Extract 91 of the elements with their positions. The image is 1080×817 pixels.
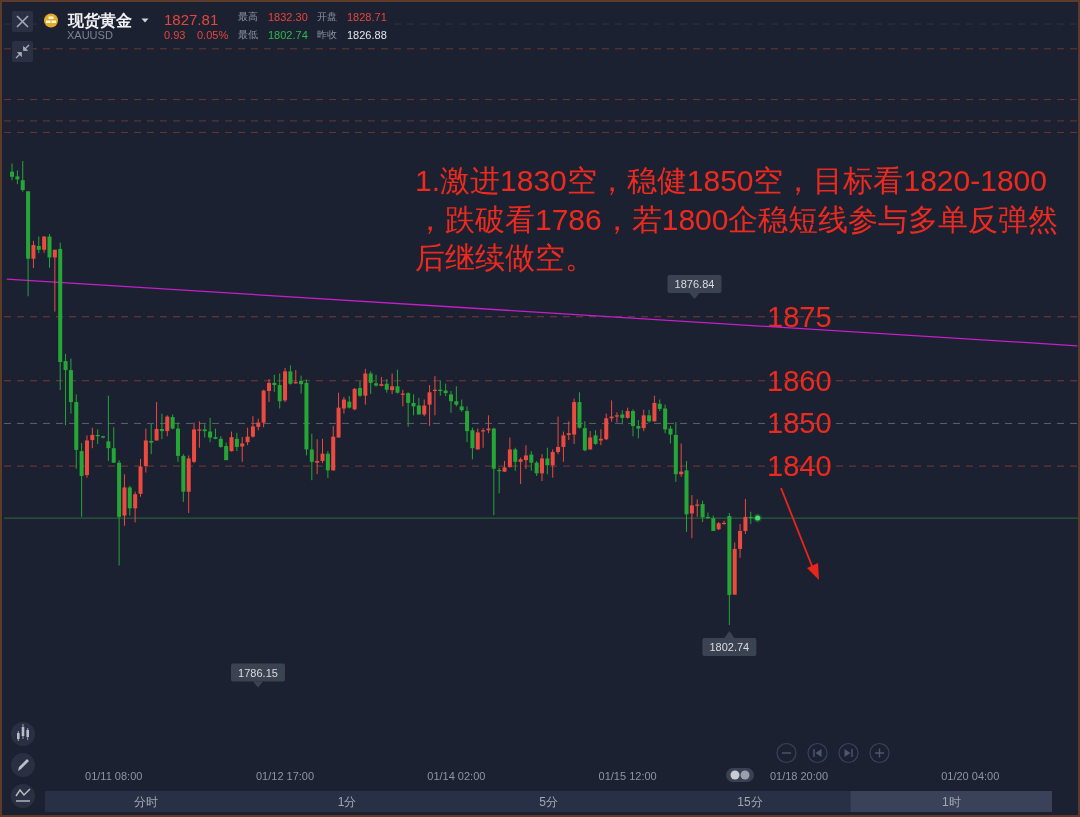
candlestick [90, 427, 95, 449]
annotation: 1828.71 [347, 10, 387, 23]
annotation: 1时 [941, 794, 961, 809]
candlestick [266, 378, 271, 403]
candlestick [288, 364, 293, 386]
annotation: 0.05% [197, 28, 229, 41]
candlestick [111, 426, 116, 464]
candlestick [234, 432, 239, 452]
candlestick [598, 428, 603, 446]
candlestick [507, 437, 512, 469]
annotation: 1分 [337, 794, 357, 809]
candlestick [229, 431, 234, 453]
candlestick [133, 491, 138, 523]
text: 现货黄金 [67, 11, 132, 30]
candlestick [614, 411, 619, 424]
candlestick [556, 416, 561, 455]
candlestick [582, 420, 587, 452]
candlestick [481, 427, 486, 449]
x-tick-label: 01/20 04:00 [941, 770, 1000, 782]
x-tick-label: 01/12 17:00 [255, 770, 315, 782]
candlestick [539, 453, 545, 482]
candlestick [647, 409, 652, 424]
annotation: 15分 [737, 794, 763, 809]
x-tick-label: 01/15 12:00 [598, 770, 657, 782]
annotation: 1.激进1830空，稳健1850空，目标看1820-1800，跌破看1786，若1800企稳短线参与多单反弹然后继续做空。 [415, 163, 1059, 274]
candlestick [395, 369, 400, 395]
candlestick [641, 409, 646, 432]
candlestick [31, 240, 36, 269]
candlestick [738, 523, 743, 559]
candlestick [390, 373, 395, 395]
annotation: 1832.30 [268, 10, 308, 23]
candlestick [309, 433, 314, 481]
candlestick [315, 438, 320, 475]
candlestick [154, 401, 159, 441]
candlestick [368, 370, 373, 395]
candlestick [47, 233, 52, 269]
candlestick [448, 390, 453, 414]
candlestick [52, 249, 57, 313]
annotation: 1802.74 [268, 28, 308, 41]
candlestick [604, 413, 609, 441]
candlestick [561, 431, 566, 463]
candlestick [127, 485, 132, 517]
candlestick [149, 423, 154, 455]
annotation: 0.93 [164, 28, 186, 41]
annotation: 最高 [238, 11, 258, 22]
candlestick [652, 395, 657, 423]
annotation: 最低 [238, 29, 258, 40]
ref-line-label: 1860 [767, 364, 832, 397]
candlestick [202, 423, 207, 439]
candlestick [550, 448, 555, 479]
candlestick [406, 391, 411, 428]
candlestick [636, 419, 641, 439]
annotation: 开盘 [317, 11, 337, 22]
candlestick [352, 387, 357, 411]
candlestick [277, 373, 282, 409]
annotation: 分时 [133, 794, 158, 809]
candlestick [20, 160, 25, 193]
annotation: 1826.88 [347, 28, 387, 41]
annotation: 5分 [539, 794, 558, 809]
candlestick [63, 353, 68, 426]
x-tick-label: 01/14 02:00 [427, 770, 486, 782]
ref-line-label: 1875 [767, 300, 832, 333]
candlestick [357, 380, 362, 398]
candlestick [545, 447, 550, 475]
candlestick [320, 438, 325, 464]
candlestick [10, 163, 15, 181]
ref-line-label: 1840 [767, 450, 832, 483]
candlestick [631, 408, 636, 437]
candlestick [240, 436, 245, 463]
candlestick [700, 500, 705, 523]
annotation: 1786.15 [238, 666, 278, 679]
candlestick [363, 368, 368, 406]
candlestick [325, 450, 330, 479]
candlestick [523, 444, 528, 470]
annotation: 1876.84 [674, 278, 715, 290]
candlestick [513, 447, 518, 472]
candlestick [743, 498, 748, 535]
annotation: 昨收 [317, 29, 337, 40]
candlestick [427, 384, 432, 427]
candlestick [663, 404, 668, 434]
candlestick [165, 414, 170, 437]
candlestick [529, 450, 534, 472]
annotation: 1827.81 [164, 11, 219, 28]
candlestick [208, 417, 213, 443]
candlestick [454, 385, 459, 407]
annotation: 1802.74 [709, 641, 750, 654]
ref-line-label: 1850 [767, 407, 832, 440]
x-tick-label: 01/11 08:00 [85, 770, 143, 782]
x-tick-label: 01/18 20:00 [769, 770, 829, 782]
text: XAUUSD [67, 28, 113, 41]
candlestick [106, 395, 111, 462]
